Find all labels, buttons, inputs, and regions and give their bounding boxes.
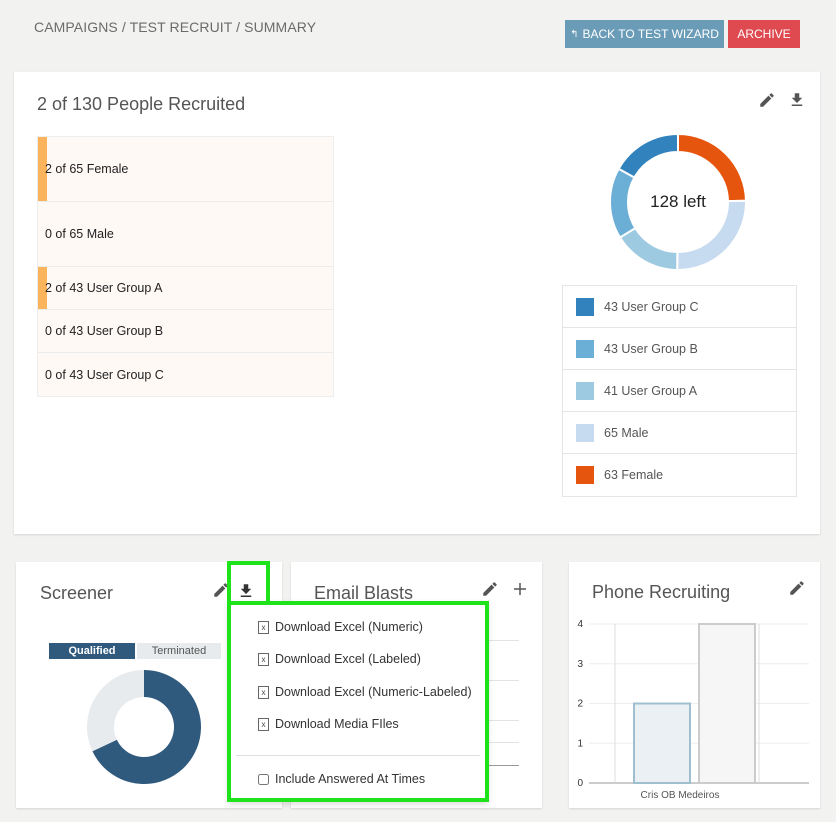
y-tick-label: 3 [577, 659, 583, 670]
excel-file-icon: x [258, 685, 269, 699]
download-dropdown-menu: x Download Excel (Numeric) x Download Exce… [228, 602, 488, 802]
quota-label: 0 of 43 User Group B [45, 324, 164, 338]
qualified-tag: Qualified [49, 643, 135, 659]
quota-label: 0 of 65 Male [45, 227, 114, 241]
screener-donut-chart [87, 670, 201, 784]
menu-item-label: Download Excel (Numeric) [275, 620, 423, 634]
legend-swatch [576, 381, 594, 400]
chart-baseline [487, 765, 519, 766]
highlight-download-button [227, 561, 270, 605]
chart-gridline [487, 640, 519, 641]
qualified-slice [92, 670, 201, 784]
terminated-slice [87, 670, 144, 752]
excel-file-icon: x [258, 652, 269, 666]
legend-swatch [576, 339, 594, 358]
screener-title: Screener [40, 583, 114, 603]
chart-gridline [487, 720, 519, 721]
quota-row-male: 0 of 65 Male [38, 202, 333, 267]
recruitment-title: 2 of 130 People Recruited [37, 94, 246, 114]
y-tick-label: 2 [577, 699, 583, 710]
menu-item-label: Download Media FIles [275, 717, 399, 731]
include-answered-times-checkbox[interactable] [258, 773, 269, 785]
plus-icon[interactable] [511, 580, 529, 598]
legend-label: 65 Male [604, 425, 649, 440]
chart-gridline [487, 680, 519, 681]
donut-slice [617, 132, 679, 179]
back-arrow-icon: ↰ [570, 28, 579, 40]
recruitment-card: 2 of 130 People Recruited 2 of 65 Female… [14, 72, 820, 534]
quota-progress-fill [38, 267, 47, 309]
highlight-download-menu [227, 601, 489, 802]
terminated-tag: Terminated [137, 643, 221, 659]
legend-label: 43 User Group C [604, 299, 699, 314]
edit-pencil-icon[interactable] [481, 580, 499, 598]
phone-bar-chart: 0 1 2 3 4 Cris OB Medeiros [577, 619, 809, 801]
archive-button[interactable]: ARCHIVE [728, 20, 800, 48]
legend-item: 43 User Group B [563, 328, 796, 370]
menu-divider [236, 755, 480, 756]
quota-row-female: 2 of 65 Female [38, 137, 333, 202]
phone-recruiting-card: Phone Recruiting 0 1 2 3 4 Cris OB Medeiros [569, 562, 820, 808]
email-title: Email Blasts [314, 583, 414, 603]
edit-pencil-icon[interactable] [212, 581, 230, 599]
x-category-label: Cris OB Medeiros [641, 790, 720, 801]
quota-label: 2 of 65 Female [45, 162, 129, 176]
include-answered-times-option[interactable]: Include Answered At Times [258, 772, 425, 786]
phone-title: Phone Recruiting [592, 582, 731, 602]
quota-row-group-a: 2 of 43 User Group A [38, 267, 333, 310]
quota-progress-fill [38, 137, 47, 201]
chart-gridline [487, 742, 519, 743]
legend-item: 65 Male [563, 412, 796, 454]
quota-row-group-c: 0 of 43 User Group C [38, 353, 333, 396]
quota-label: 2 of 43 User Group A [45, 281, 163, 295]
download-excel-numeric[interactable]: x Download Excel (Numeric) [258, 620, 423, 634]
y-tick-label: 4 [577, 619, 583, 630]
checkbox-label: Include Answered At Times [275, 772, 426, 786]
bar [698, 623, 756, 784]
edit-pencil-icon[interactable] [788, 579, 806, 597]
back-to-wizard-button[interactable]: ↰ BACK TO TEST WIZARD [565, 20, 724, 48]
legend-swatch [576, 466, 594, 484]
file-icon: x [258, 717, 269, 731]
legend-item: 43 User Group C [563, 286, 796, 328]
legend-swatch [576, 297, 594, 316]
edit-pencil-icon[interactable] [758, 91, 776, 109]
y-tick-label: 0 [577, 778, 583, 789]
download-excel-numeric-labeled[interactable]: x Download Excel (Numeric-Labeled) [258, 685, 472, 699]
donut-center-label: 128 left [650, 192, 706, 211]
menu-item-label: Download Excel (Labeled) [275, 652, 421, 666]
download-icon[interactable] [788, 91, 806, 109]
remaining-donut-chart: 128 left [609, 132, 748, 272]
legend-item: 41 User Group A [563, 370, 796, 412]
bar [633, 702, 691, 784]
legend-label: 43 User Group B [604, 341, 698, 356]
breadcrumb: CAMPAIGNS / TEST RECRUIT / SUMMARY [34, 19, 317, 35]
donut-legend: 43 User Group C 43 User Group B 41 User … [562, 285, 797, 497]
y-tick-label: 1 [577, 738, 583, 749]
excel-file-icon: x [258, 620, 269, 634]
legend-label: 63 Female [604, 468, 664, 482]
download-icon[interactable] [237, 582, 255, 600]
quota-row-group-b: 0 of 43 User Group B [38, 310, 333, 353]
legend-item: 63 Female [563, 454, 796, 496]
download-excel-labeled[interactable]: x Download Excel (Labeled) [258, 652, 421, 666]
menu-item-label: Download Excel (Numeric-Labeled) [275, 685, 472, 699]
quota-label: 0 of 43 User Group C [45, 367, 164, 382]
legend-label: 41 User Group A [604, 383, 698, 398]
quota-table: 2 of 65 Female 0 of 65 Male 2 of 43 User… [37, 136, 334, 397]
download-media-files[interactable]: x Download Media FIles [258, 717, 399, 731]
legend-swatch [576, 423, 594, 442]
back-button-label: BACK TO TEST WIZARD [582, 27, 719, 41]
